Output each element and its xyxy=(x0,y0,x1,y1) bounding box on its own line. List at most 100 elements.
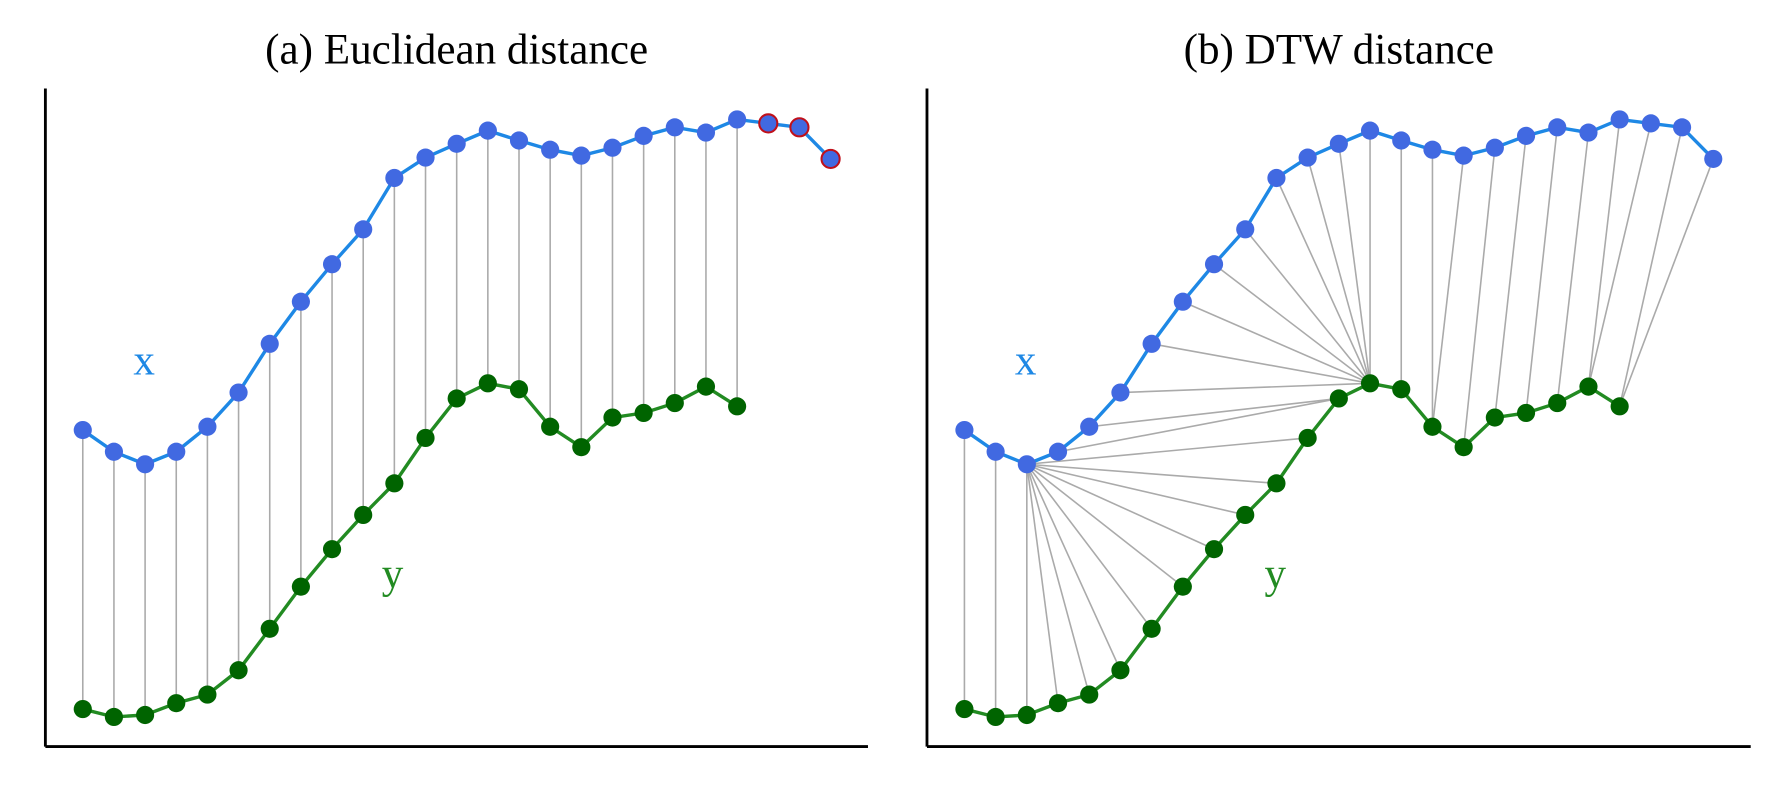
data-point xyxy=(1142,334,1161,353)
data-point xyxy=(1080,417,1099,436)
data-point xyxy=(416,148,435,167)
link xyxy=(1556,132,1590,404)
data-point xyxy=(1485,138,1504,157)
data-point xyxy=(1704,149,1723,168)
data-point xyxy=(1236,220,1255,239)
link xyxy=(1026,463,1277,485)
data-point xyxy=(696,123,716,142)
data-point xyxy=(1672,118,1692,137)
data-point xyxy=(198,417,217,436)
data-point xyxy=(291,577,310,596)
data-point xyxy=(696,377,716,396)
link xyxy=(1525,127,1559,414)
data-point xyxy=(1048,442,1068,461)
panel-title: (a) Euclidean distance xyxy=(265,27,648,74)
data-point xyxy=(1080,685,1099,704)
data-point xyxy=(1298,148,1317,167)
data-point xyxy=(986,707,1005,727)
data-point xyxy=(104,442,124,461)
data-point xyxy=(603,408,622,427)
data-point xyxy=(1516,126,1536,145)
link xyxy=(1026,463,1215,550)
data-point xyxy=(955,420,974,440)
data-point xyxy=(1360,374,1380,393)
data-point xyxy=(229,383,248,402)
data-point xyxy=(1173,292,1192,311)
data-point xyxy=(1641,114,1660,133)
data-point xyxy=(1142,619,1161,638)
link xyxy=(1089,397,1339,428)
data-point xyxy=(728,110,747,129)
data-point xyxy=(665,393,684,413)
link xyxy=(1057,397,1339,453)
link xyxy=(1026,463,1153,630)
data-point xyxy=(478,374,497,393)
series-label: y xyxy=(382,551,404,598)
data-point xyxy=(354,220,373,239)
data-point xyxy=(572,146,591,165)
link xyxy=(1275,177,1371,384)
data-point xyxy=(1329,389,1348,408)
link xyxy=(1618,127,1683,407)
data-point xyxy=(509,131,529,150)
data-point xyxy=(1610,397,1629,416)
data-point xyxy=(167,442,186,461)
data-point xyxy=(1548,393,1567,413)
series-label: y xyxy=(1265,551,1287,598)
data-point xyxy=(1173,577,1192,596)
data-point xyxy=(1111,661,1130,680)
data-point xyxy=(198,685,217,704)
data-point xyxy=(229,661,248,680)
link xyxy=(1494,135,1527,418)
data-point xyxy=(1267,474,1286,493)
data-point xyxy=(167,694,186,713)
data-point xyxy=(1017,705,1036,725)
data-point xyxy=(541,140,560,159)
data-point xyxy=(447,389,466,408)
series-line xyxy=(964,381,1621,719)
link xyxy=(1587,123,1652,387)
series-label: x xyxy=(133,337,155,384)
link xyxy=(1120,382,1371,394)
link xyxy=(1587,119,1621,387)
data-point xyxy=(986,442,1005,461)
data-point xyxy=(1111,383,1130,402)
data-point xyxy=(322,255,342,274)
link xyxy=(1026,463,1184,588)
data-point xyxy=(260,334,279,353)
data-point xyxy=(1329,134,1348,153)
data-point xyxy=(73,420,92,440)
link xyxy=(1182,300,1371,385)
series-line xyxy=(963,117,1715,467)
data-point xyxy=(1485,408,1504,427)
data-point xyxy=(385,168,404,188)
data-point xyxy=(1610,110,1629,129)
data-point xyxy=(1454,146,1473,165)
data-point xyxy=(1204,255,1224,274)
link xyxy=(1026,463,1246,516)
data-point xyxy=(1548,118,1567,137)
link xyxy=(1431,155,1465,427)
data-point xyxy=(509,380,529,399)
data-point xyxy=(385,474,404,493)
link xyxy=(1213,263,1371,384)
data-point xyxy=(758,113,779,134)
data-point xyxy=(1423,417,1442,436)
data-point xyxy=(541,417,560,436)
data-point xyxy=(1423,140,1442,159)
link xyxy=(1026,464,1090,695)
data-point xyxy=(728,397,747,416)
data-point xyxy=(354,505,373,525)
data-point xyxy=(955,699,974,719)
link xyxy=(1244,228,1371,384)
data-point xyxy=(603,138,622,157)
data-point xyxy=(572,438,591,457)
link xyxy=(1151,343,1371,385)
data-point xyxy=(1392,131,1411,150)
data-point xyxy=(1454,438,1473,457)
link xyxy=(1026,464,1059,704)
data-point xyxy=(1579,123,1598,142)
data-point xyxy=(1360,121,1380,140)
data-point xyxy=(73,699,92,719)
